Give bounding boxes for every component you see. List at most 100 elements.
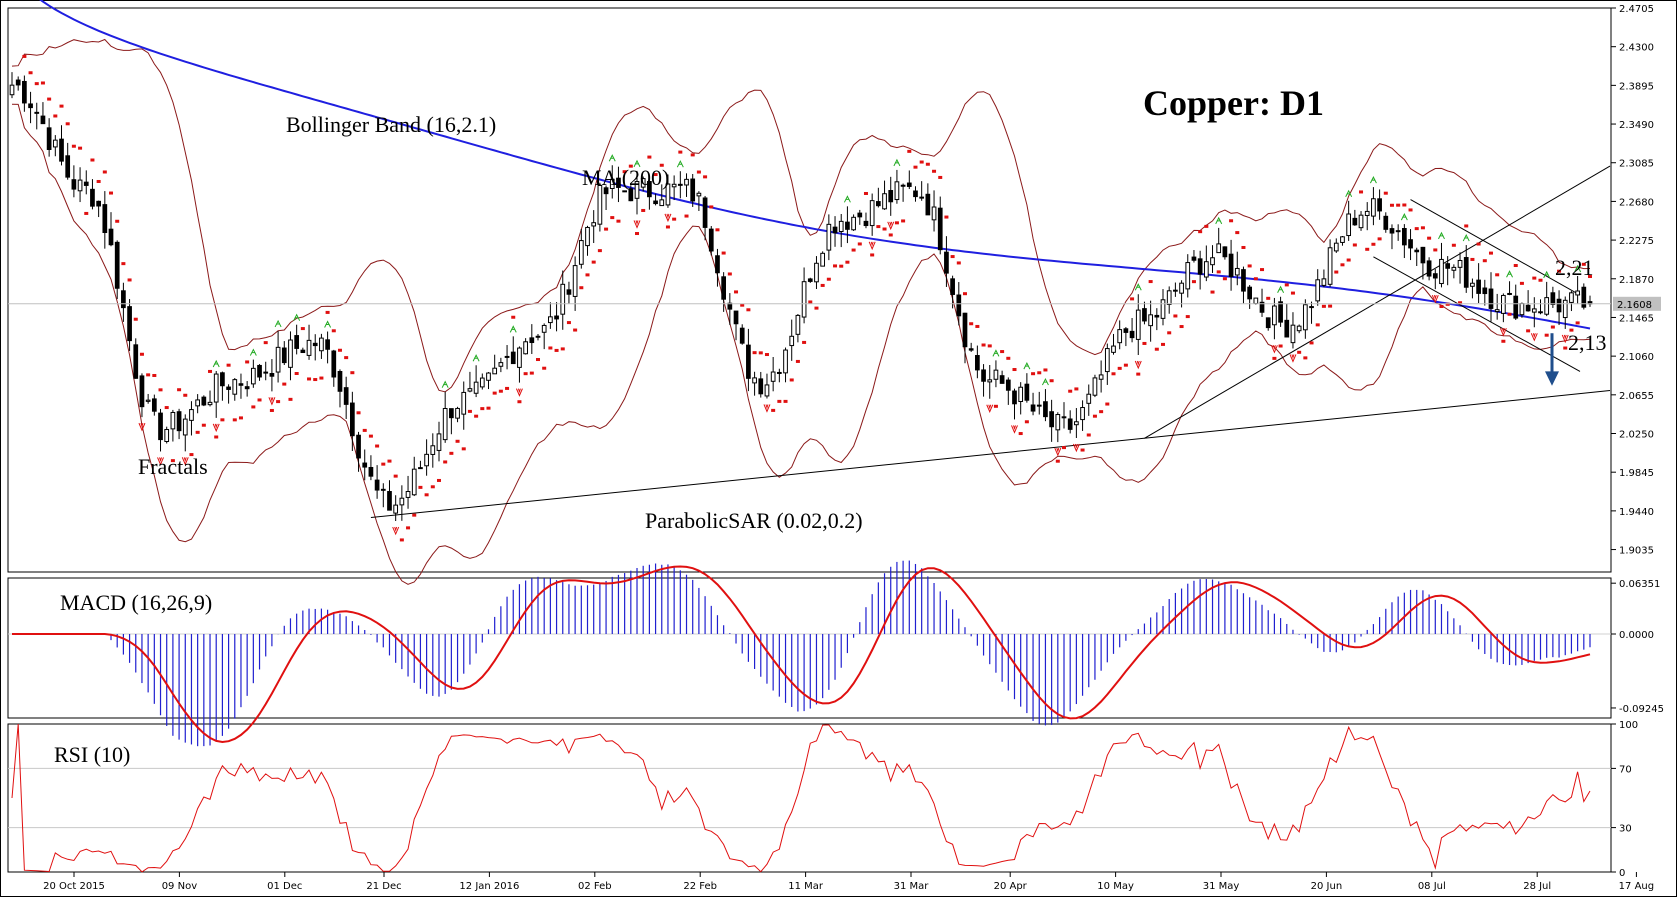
sar-dot — [820, 283, 825, 287]
macd-tick-label: -0.09245 — [1619, 704, 1664, 715]
candle-body — [894, 181, 900, 201]
candle-body — [90, 188, 95, 207]
candle-body — [1241, 269, 1246, 292]
candle-body — [1358, 214, 1364, 229]
sar-dot — [350, 371, 355, 375]
sar-dot — [418, 485, 423, 489]
price-tick-label: 1.9845 — [1619, 468, 1654, 479]
sar-dot — [90, 158, 95, 162]
candle-body — [795, 314, 801, 335]
candle-body — [1043, 401, 1048, 418]
candle-body — [1519, 302, 1525, 316]
sar-dot — [1346, 258, 1351, 262]
sar-dot — [263, 341, 268, 345]
candle-body — [1445, 263, 1451, 269]
candle-body — [1030, 404, 1036, 412]
candle-body — [913, 190, 918, 198]
fractal-down — [157, 457, 164, 466]
sar-dot — [1526, 329, 1531, 333]
candle-body — [1284, 319, 1290, 338]
sar-dot — [1204, 224, 1209, 228]
sar-dot — [783, 399, 788, 403]
x-tick-label: 20 Apr — [994, 881, 1028, 892]
fractal-down — [1431, 294, 1439, 304]
sar-dot — [1507, 312, 1512, 316]
sar-dot — [1414, 227, 1419, 231]
sar-dot — [523, 372, 528, 376]
sar-dot — [734, 290, 739, 294]
sar-label: ParabolicSAR (0.02,0.2) — [645, 508, 863, 533]
sar-dot — [604, 227, 609, 231]
sar-dot — [1235, 231, 1240, 235]
sar-dot — [1012, 368, 1017, 372]
candle-body — [950, 278, 955, 295]
sar-dot — [461, 447, 466, 451]
candle-body — [1525, 304, 1531, 312]
sar-dot — [399, 538, 404, 542]
candle-body — [319, 337, 324, 352]
fractal-up — [992, 349, 1000, 357]
sar-dot — [573, 328, 578, 332]
sar-dot — [375, 444, 380, 448]
sar-dot — [467, 409, 472, 413]
candle-body — [523, 341, 528, 355]
candle-body — [851, 216, 856, 231]
candle-body — [430, 445, 436, 455]
rsi-tick-label: 100 — [1619, 720, 1638, 731]
candle-body — [1135, 309, 1141, 340]
fractal-down — [181, 457, 189, 466]
sar-dot — [1031, 372, 1036, 376]
fractal-up — [274, 319, 282, 328]
sar-dot — [139, 352, 144, 356]
candle-body — [597, 184, 603, 225]
price-tick-label: 2.1060 — [1619, 352, 1654, 363]
sar-dot — [288, 397, 293, 401]
sar-dot — [214, 435, 219, 439]
sar-dot — [622, 170, 627, 174]
sar-dot — [1352, 243, 1357, 247]
candle-body — [739, 327, 745, 344]
fractal-up — [608, 154, 616, 162]
candle-body — [578, 240, 584, 265]
candle-body — [102, 204, 108, 234]
sar-dot — [665, 225, 670, 229]
candle-body — [114, 241, 120, 289]
sar-dot — [1105, 402, 1110, 406]
x-tick-label: 01 Dec — [267, 881, 302, 892]
sar-dot — [65, 122, 70, 126]
fractal-down — [515, 388, 523, 397]
sar-dot — [746, 308, 751, 312]
sar-dot — [486, 406, 491, 410]
sar-dot — [1402, 203, 1407, 207]
sar-dot — [183, 393, 188, 397]
candle-body — [46, 127, 52, 150]
candle-body — [1538, 311, 1543, 314]
candle-body — [59, 138, 64, 162]
candle-body — [1309, 306, 1314, 309]
fractal-down — [1530, 333, 1538, 342]
candle-body — [1401, 228, 1407, 246]
candle-body — [1476, 279, 1481, 294]
sar-dot — [1588, 275, 1592, 279]
sar-dot — [232, 418, 237, 422]
candle-body — [108, 228, 114, 246]
candle-body — [207, 401, 213, 406]
candle-body — [962, 312, 968, 348]
sar-dot — [529, 371, 534, 375]
candle-body — [900, 184, 906, 187]
candle-body — [1018, 386, 1024, 402]
support-trendline — [370, 390, 1611, 519]
candle-body — [832, 226, 838, 234]
sar-dot — [851, 248, 856, 252]
candle-body — [52, 139, 58, 148]
current-price-box — [1613, 296, 1661, 311]
candle-body — [1222, 246, 1228, 258]
sar-dot — [566, 321, 571, 325]
sar-dot — [795, 359, 800, 363]
x-tick-label: 17 Aug — [1619, 881, 1654, 892]
candle-body — [1371, 198, 1376, 217]
fractal-up — [441, 380, 449, 388]
candle-body — [919, 196, 925, 199]
sar-dot — [1408, 208, 1413, 212]
